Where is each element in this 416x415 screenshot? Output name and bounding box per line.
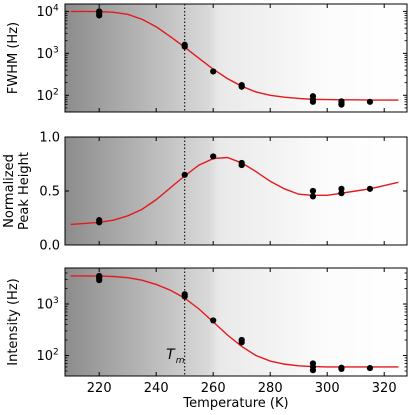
data-point: [210, 68, 217, 75]
data-point: [309, 193, 317, 200]
data-point: [338, 185, 345, 192]
data-point: [366, 185, 374, 192]
data-point: [181, 43, 188, 50]
y-axis-label: FWHM (Hz): [6, 22, 21, 94]
y-tick-exponent: 2: [53, 87, 59, 97]
data-point: [338, 365, 345, 372]
data-point: [210, 153, 217, 160]
tm-label: T: [166, 347, 176, 363]
y-tick-exponent: 3: [53, 296, 59, 306]
y-tick-label: 10: [36, 298, 53, 313]
y-tick-exponent: 3: [53, 45, 59, 55]
y-tick-label: 0.0: [39, 239, 60, 254]
data-point: [238, 339, 245, 346]
shaded-region: [65, 268, 407, 376]
axes-frame: [64, 3, 408, 113]
x-tick-label: 300: [315, 381, 340, 396]
data-point: [309, 367, 317, 374]
y-tick-exponent: 2: [53, 348, 59, 358]
x-tick-label: 260: [201, 381, 226, 396]
data-point: [210, 317, 217, 324]
y-tick-label: 10: [36, 5, 53, 20]
data-point: [338, 101, 345, 108]
y-tick-label: 10: [36, 89, 53, 104]
data-point: [309, 187, 317, 195]
y-axis-label: Intensity (Hz): [6, 278, 21, 365]
shaded-region: [65, 137, 407, 245]
y-axis-label-line: Peak Height: [17, 152, 32, 230]
tm-label-subscript: m: [176, 356, 185, 366]
y-tick-label: 0.5: [39, 185, 60, 200]
data-point: [366, 98, 374, 105]
x-tick-label: 240: [144, 381, 169, 396]
data-point: [366, 364, 374, 372]
y-tick-label: 1.0: [39, 131, 60, 146]
data-point: [238, 161, 245, 169]
x-tick-label: 220: [87, 381, 112, 396]
x-tick-label: 280: [258, 381, 283, 396]
data-point: [338, 190, 345, 197]
data-point: [181, 293, 188, 300]
panel-2: 0.0 0.5 1.0 Normalized Peak Height: [2, 131, 408, 254]
y-tick-label: 10: [36, 349, 53, 364]
data-point: [96, 219, 103, 226]
data-point: [309, 98, 317, 105]
data-point: [238, 83, 245, 90]
axes-frame: [64, 267, 408, 377]
x-tick-label: 320: [372, 381, 397, 396]
data-point: [96, 12, 103, 19]
y-tick-exponent: 4: [53, 3, 59, 13]
data-point: [96, 277, 103, 284]
x-axis-label: Temperature (K): [182, 396, 288, 411]
data-point: [181, 171, 188, 178]
y-axis-label-line: Normalized: [2, 154, 17, 228]
shaded-region: [65, 4, 407, 112]
y-tick-label: 10: [36, 47, 53, 62]
